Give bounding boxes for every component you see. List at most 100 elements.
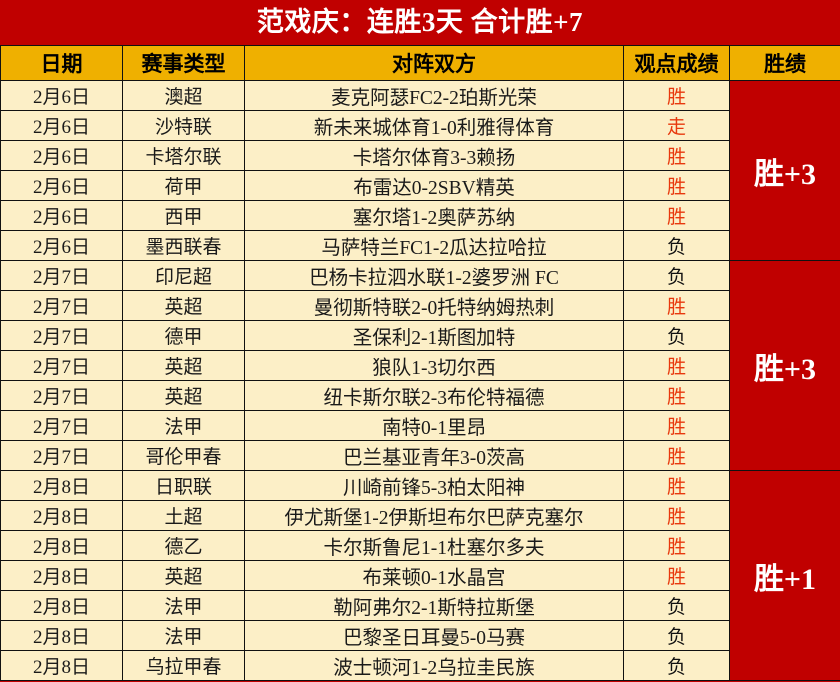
cell-match: 曼彻斯特联2-0托特纳姆热刺	[244, 290, 624, 321]
cell-league: 澳超	[122, 80, 245, 111]
cell-result: 胜	[623, 80, 730, 111]
cell-match: 新未来城体育1-0利雅得体育	[244, 110, 624, 141]
cell-result: 胜	[623, 140, 730, 171]
cell-league: 法甲	[122, 410, 245, 441]
cell-league: 英超	[122, 290, 245, 321]
table-row: 2月6日 荷甲 布雷达0-2SBV精英胜	[0, 170, 840, 201]
cell-match: 塞尔塔1-2奥萨苏纳	[244, 200, 624, 231]
cell-result: 胜	[623, 200, 730, 231]
cell-match: 巴黎圣日耳曼5-0马赛	[244, 620, 624, 651]
cell-date: 2月7日	[0, 350, 123, 381]
cell-streak-total: 胜+3	[729, 260, 840, 471]
cell-league: 卡塔尔联	[122, 140, 245, 171]
cell-match: 伊尤斯堡1-2伊斯坦布尔巴萨克塞尔	[244, 500, 624, 531]
table-row: 2月8日 英超 布莱顿0-1水晶宫胜	[0, 560, 840, 591]
cell-result: 胜	[623, 350, 730, 381]
results-table: 日期 赛事类型 对阵双方 观点成绩 胜绩 2月6日 澳超 麦克阿瑟FC2-2珀斯光荣…	[0, 45, 840, 681]
cell-result: 胜	[623, 530, 730, 561]
table-row: 2月6日 沙特联 新未来城体育1-0利雅得体育走	[0, 110, 840, 141]
cell-date: 2月6日	[0, 140, 123, 171]
cell-league: 荷甲	[122, 170, 245, 201]
cell-date: 2月7日	[0, 320, 123, 351]
cell-result: 胜	[623, 440, 730, 471]
cell-match: 马萨特兰FC1-2瓜达拉哈拉	[244, 230, 624, 261]
cell-date: 2月8日	[0, 620, 123, 651]
cell-match: 巴兰基亚青年3-0茨高	[244, 440, 624, 471]
table-row: 2月8日 法甲 勒阿弗尔2-1斯特拉斯堡负	[0, 590, 840, 621]
table-row: 2月6日 墨西联春 马萨特兰FC1-2瓜达拉哈拉负	[0, 230, 840, 261]
table-row: 2月6日 澳超 麦克阿瑟FC2-2珀斯光荣胜胜+3	[0, 80, 840, 261]
cell-match: 波士顿河1-2乌拉圭民族	[244, 650, 624, 681]
table-row: 2月6日 西甲 塞尔塔1-2奥萨苏纳胜	[0, 200, 840, 231]
cell-league: 印尼超	[122, 260, 245, 291]
table-row: 2月7日 英超 狼队1-3切尔西胜	[0, 350, 840, 381]
cell-result: 负	[623, 230, 730, 261]
cell-streak-total: 胜+1	[729, 470, 840, 681]
cell-league: 墨西联春	[122, 230, 245, 261]
column-header-date: 日期	[0, 45, 123, 81]
cell-date: 2月7日	[0, 380, 123, 411]
cell-league: 土超	[122, 500, 245, 531]
cell-streak-total: 胜+3	[729, 80, 840, 261]
cell-match: 布莱顿0-1水晶宫	[244, 560, 624, 591]
cell-match: 圣保利2-1斯图加特	[244, 320, 624, 351]
cell-result: 负	[623, 320, 730, 351]
cell-result: 胜	[623, 170, 730, 201]
cell-result: 负	[623, 620, 730, 651]
cell-date: 2月6日	[0, 200, 123, 231]
column-header-result: 观点成绩	[623, 45, 730, 81]
cell-league: 日职联	[122, 470, 245, 501]
cell-match: 卡尔斯鲁尼1-1杜塞尔多夫	[244, 530, 624, 561]
table-row: 2月7日 英超 曼彻斯特联2-0托特纳姆热刺胜	[0, 290, 840, 321]
cell-league: 哥伦甲春	[122, 440, 245, 471]
cell-result: 负	[623, 590, 730, 621]
cell-result: 胜	[623, 500, 730, 531]
cell-date: 2月8日	[0, 470, 123, 501]
cell-result: 胜	[623, 560, 730, 591]
table-row: 2月8日 土超 伊尤斯堡1-2伊斯坦布尔巴萨克塞尔胜	[0, 500, 840, 531]
table-header: 日期 赛事类型 对阵双方 观点成绩 胜绩	[0, 45, 840, 81]
cell-date: 2月8日	[0, 650, 123, 681]
cell-date: 2月6日	[0, 170, 123, 201]
cell-match: 巴杨卡拉泗水联1-2婆罗洲 FC	[244, 260, 624, 291]
cell-league: 德乙	[122, 530, 245, 561]
table-row: 2月7日 哥伦甲春 巴兰基亚青年3-0茨高胜	[0, 440, 840, 471]
table-row: 2月7日 印尼超 巴杨卡拉泗水联1-2婆罗洲 FC 负胜+3	[0, 260, 840, 471]
table-row: 2月8日 日职联 川崎前锋5-3柏太阳神胜胜+1	[0, 470, 840, 681]
cell-date: 2月6日	[0, 110, 123, 141]
cell-league: 英超	[122, 350, 245, 381]
cell-result: 负	[623, 650, 730, 681]
cell-league: 沙特联	[122, 110, 245, 141]
cell-date: 2月7日	[0, 260, 123, 291]
cell-result: 胜	[623, 470, 730, 501]
cell-league: 西甲	[122, 200, 245, 231]
cell-date: 2月7日	[0, 290, 123, 321]
table-header-row: 日期 赛事类型 对阵双方 观点成绩 胜绩	[0, 45, 840, 81]
cell-match: 布雷达0-2SBV精英	[244, 170, 624, 201]
cell-result: 负	[623, 260, 730, 291]
cell-league: 英超	[122, 560, 245, 591]
cell-league: 德甲	[122, 320, 245, 351]
column-header-match: 对阵双方	[244, 45, 624, 81]
cell-league: 法甲	[122, 620, 245, 651]
cell-date: 2月8日	[0, 560, 123, 591]
table-row: 2月7日 法甲 南特0-1里昂胜	[0, 410, 840, 441]
cell-date: 2月6日	[0, 80, 123, 111]
cell-match: 麦克阿瑟FC2-2珀斯光荣	[244, 80, 624, 111]
cell-match: 南特0-1里昂	[244, 410, 624, 441]
cell-date: 2月8日	[0, 590, 123, 621]
column-header-streak: 胜绩	[729, 45, 840, 81]
page-title: 范戏庆：连胜3天 合计胜+7	[0, 0, 840, 45]
cell-league: 英超	[122, 380, 245, 411]
cell-result: 走	[623, 110, 730, 141]
cell-match: 卡塔尔体育3-3赖扬	[244, 140, 624, 171]
cell-match: 勒阿弗尔2-1斯特拉斯堡	[244, 590, 624, 621]
cell-league: 法甲	[122, 590, 245, 621]
table-row: 2月8日 法甲 巴黎圣日耳曼5-0马赛负	[0, 620, 840, 651]
cell-date: 2月6日	[0, 230, 123, 261]
cell-result: 胜	[623, 290, 730, 321]
cell-result: 胜	[623, 410, 730, 441]
cell-league: 乌拉甲春	[122, 650, 245, 681]
table-row: 2月8日 德乙 卡尔斯鲁尼1-1杜塞尔多夫胜	[0, 530, 840, 561]
